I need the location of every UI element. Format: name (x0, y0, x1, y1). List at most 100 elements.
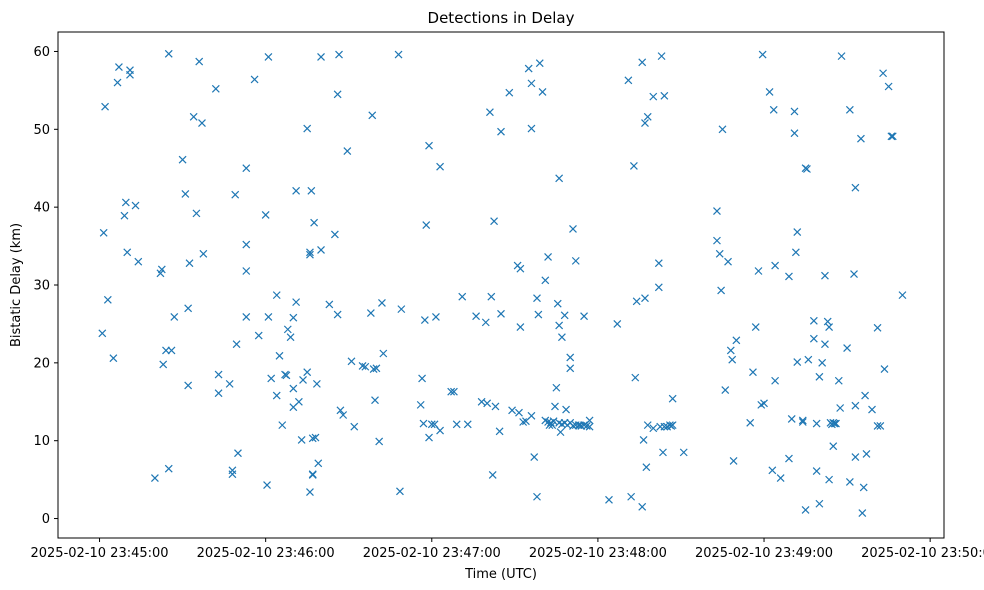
data-point (613, 319, 622, 328)
data-point (821, 340, 829, 349)
data-point (242, 240, 251, 249)
data-point (333, 310, 342, 319)
data-point (114, 63, 123, 71)
data-point (505, 88, 514, 97)
data-point (785, 454, 793, 463)
data-point (123, 248, 132, 257)
data-point (231, 190, 240, 199)
x-tick-label: 2025-02-10 23:46:00 (197, 546, 335, 561)
data-point (371, 396, 379, 405)
data-point (164, 464, 173, 473)
data-point (534, 310, 543, 319)
data-point (379, 349, 388, 358)
data-point (283, 325, 292, 334)
data-point (643, 421, 652, 430)
data-point (325, 300, 334, 309)
data-point (825, 475, 834, 484)
data-point (98, 329, 107, 338)
data-point (397, 305, 406, 314)
data-point (649, 424, 658, 433)
data-point (418, 374, 427, 383)
data-point (577, 421, 586, 430)
data-point (234, 449, 242, 458)
data-point (312, 379, 321, 388)
data-point (447, 387, 456, 396)
data-point (185, 259, 194, 268)
data-point (214, 370, 223, 379)
data-point (834, 376, 843, 385)
data-point (726, 346, 735, 355)
data-point (859, 483, 868, 492)
data-point (605, 495, 613, 504)
data-point (825, 323, 834, 331)
data-point (638, 58, 647, 67)
data-point (167, 346, 176, 355)
data-point (804, 355, 813, 364)
x-tick-label: 2025-02-10 23:47:00 (363, 546, 501, 561)
data-point (336, 406, 345, 415)
data-point (580, 421, 588, 430)
data-point (375, 437, 384, 446)
data-point (585, 422, 594, 431)
data-point (668, 394, 677, 403)
data-point (366, 309, 375, 317)
data-point (898, 291, 907, 300)
data-point (372, 364, 381, 373)
y-tick-label: 60 (33, 45, 50, 60)
data-point (815, 372, 824, 381)
data-point (641, 294, 649, 303)
data-point (832, 419, 840, 428)
data-point (267, 374, 276, 383)
data-point (552, 383, 561, 392)
data-point (347, 357, 356, 366)
y-tick-label: 10 (33, 434, 50, 449)
data-point (497, 309, 505, 318)
data-point (109, 354, 118, 363)
data-point (862, 450, 871, 458)
x-axis-label: Time (UTC) (464, 567, 537, 582)
data-point (286, 333, 295, 342)
data-point (857, 134, 865, 143)
data-point (555, 174, 564, 183)
data-point (845, 478, 854, 486)
data-point (812, 419, 821, 428)
data-point (134, 257, 143, 266)
data-point (317, 246, 325, 254)
data-point (527, 79, 536, 88)
data-point (306, 250, 314, 259)
data-point (311, 433, 320, 442)
data-point (481, 318, 490, 327)
data-point (790, 107, 799, 116)
data-point (113, 78, 122, 87)
data-point (483, 399, 492, 408)
data-point (538, 88, 547, 96)
data-point (821, 271, 829, 280)
data-point (120, 211, 129, 220)
data-point (432, 312, 440, 321)
data-point (162, 346, 170, 355)
data-point (776, 474, 785, 482)
data-point (339, 411, 348, 419)
data-point (560, 311, 569, 320)
data-point (150, 474, 159, 482)
data-point (299, 376, 307, 384)
data-point (845, 105, 854, 114)
data-point (850, 270, 858, 279)
data-point (264, 312, 273, 321)
y-tick-label: 50 (33, 123, 50, 138)
data-point (250, 75, 259, 84)
data-point (178, 155, 187, 164)
data-point (887, 132, 896, 141)
data-point (724, 257, 732, 266)
data-point (263, 481, 271, 489)
data-point (192, 209, 201, 218)
data-point (544, 253, 552, 261)
data-point (198, 119, 206, 128)
data-point (771, 261, 780, 270)
data-point (242, 312, 251, 321)
data-point (101, 102, 109, 111)
data-point (333, 90, 342, 99)
data-point (361, 362, 370, 371)
data-point (159, 360, 168, 369)
